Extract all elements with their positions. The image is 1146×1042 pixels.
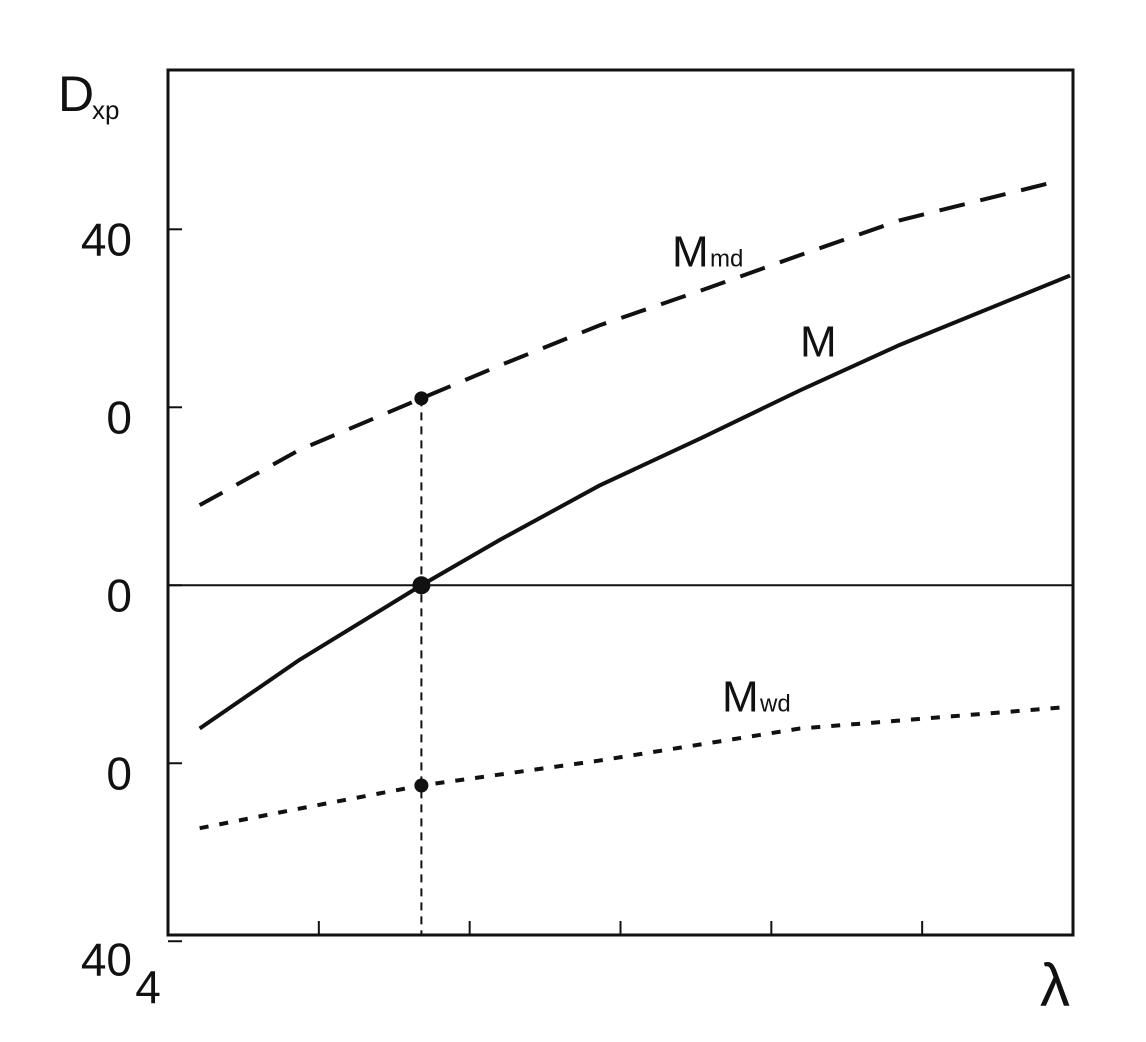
y-tick-label: 0 bbox=[106, 569, 132, 621]
series-line bbox=[199, 705, 1066, 831]
y-tick-label: 0 bbox=[106, 391, 132, 443]
y-tick-label: 40 bbox=[81, 933, 132, 985]
series-line bbox=[198, 178, 1062, 507]
series-label: M bbox=[672, 228, 709, 277]
point-marker bbox=[412, 576, 431, 595]
y-axis-label: D bbox=[58, 66, 94, 122]
series-label-sub: md bbox=[710, 245, 743, 272]
x-axis-label: λ bbox=[1040, 952, 1070, 1019]
point-marker bbox=[414, 778, 429, 793]
point-marker bbox=[414, 391, 429, 406]
series-label-sub: wd bbox=[759, 690, 791, 717]
y-tick-label: 0 bbox=[106, 747, 132, 799]
y-tick-label: 40 bbox=[81, 213, 132, 265]
y-axis-label-sub: xp bbox=[92, 95, 119, 125]
series-line bbox=[198, 273, 1071, 731]
series-label: M bbox=[800, 318, 837, 367]
series-label: M bbox=[722, 673, 759, 722]
x-tick-label: 4 bbox=[135, 961, 161, 1013]
plot-frame bbox=[166, 68, 1075, 937]
